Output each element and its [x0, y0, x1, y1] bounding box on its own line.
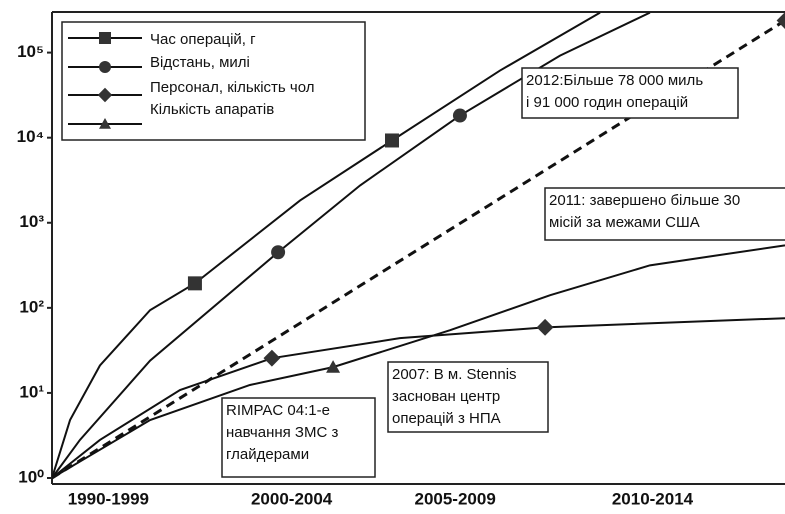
legend-label: Персонал, кількість чол [150, 79, 314, 96]
marker [263, 349, 281, 367]
x-tick-label: 2000-2004 [251, 489, 333, 508]
marker [99, 118, 111, 129]
series-line [52, 244, 785, 479]
annotation-box [387, 361, 549, 433]
legend-label: Відстань, милі [150, 54, 250, 71]
annotation-text: місій за межами США [549, 214, 700, 231]
annotation-text: заснован центр [392, 388, 500, 405]
annotation-box [521, 67, 739, 119]
x-tick-label: 2005-2009 [414, 489, 495, 508]
marker [99, 32, 111, 44]
x-tick-label: 1990-1999 [68, 489, 149, 508]
legend-label: Кількість апаратів [150, 101, 274, 118]
annotation-text: і 91 000 годин операцій [526, 94, 688, 111]
marker [271, 245, 286, 260]
annotation-text: 2012:Більше 78 000 миль [526, 72, 703, 89]
y-tick-label: 10³ [19, 212, 44, 231]
annotation-box [544, 187, 785, 241]
y-tick-label: 10⁵ [17, 42, 44, 61]
marker [326, 360, 341, 373]
annotation-text: глайдерами [226, 446, 309, 463]
marker [776, 12, 785, 29]
annotation-text: 2011: завершено більше 30 [549, 192, 740, 209]
annotation-text: операцій з НПА [392, 410, 501, 427]
y-tick-label: 10⁰ [18, 467, 44, 486]
y-tick-label: 10² [19, 297, 44, 316]
y-tick-label: 10⁴ [17, 127, 44, 146]
annotation-text: 2007: В м. Stennis [392, 366, 517, 383]
marker [187, 276, 202, 291]
annotation-text: навчання ЗМС з [226, 424, 338, 441]
series-line [52, 12, 651, 479]
marker [97, 87, 113, 103]
legend-label: Час операцій, г [150, 31, 256, 48]
marker [99, 61, 111, 73]
marker [452, 108, 467, 123]
annotation-text: RIMPAC 04:1-е [226, 402, 330, 419]
marker [384, 133, 399, 148]
marker [536, 318, 554, 336]
x-tick-label: 2010-2014 [612, 489, 694, 508]
annotation-box [221, 397, 376, 478]
y-tick-label: 10¹ [19, 382, 44, 401]
legend-box [61, 21, 366, 141]
